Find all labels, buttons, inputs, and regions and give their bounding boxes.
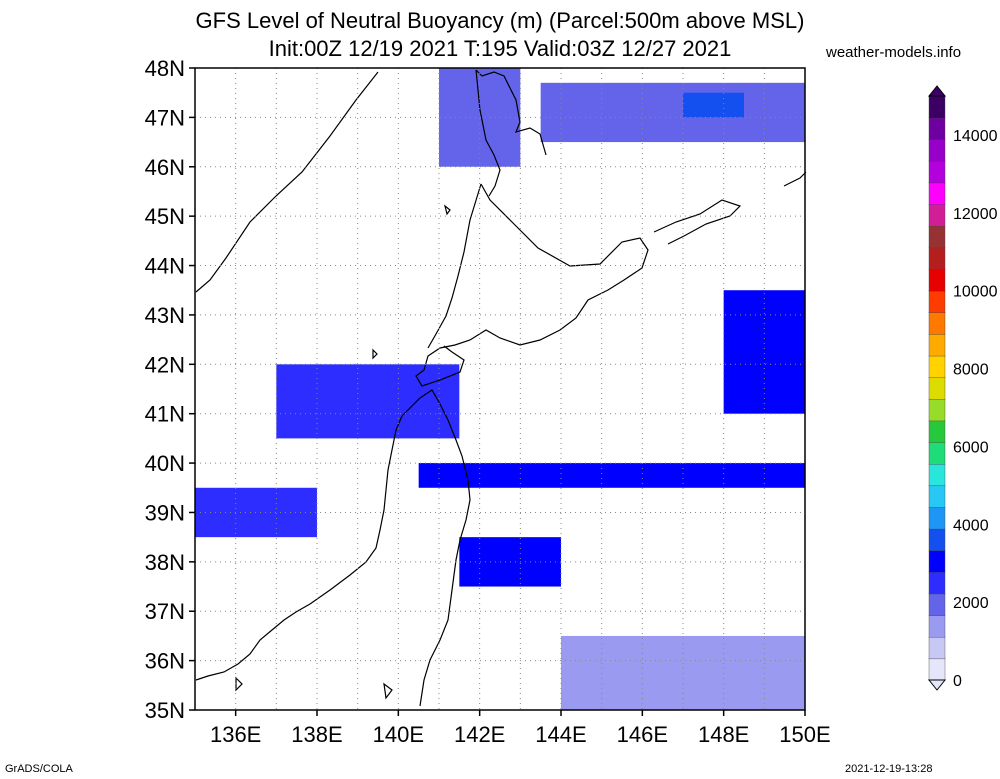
colorbar-label: 12000: [953, 206, 998, 223]
field-region-5: [276, 364, 460, 439]
y-tick-label: 47N: [145, 105, 185, 130]
colorbar-segment: [928, 614, 946, 638]
colorbar-label: 8000: [953, 362, 989, 379]
y-tick-label: 48N: [145, 56, 185, 81]
colorbar-min-arrow: [927, 679, 947, 691]
x-tick-label: 144E: [535, 722, 586, 747]
colorbar-segment: [928, 182, 946, 205]
chart-title: GFS Level of Neutral Buoyancy (m) (Parce…: [195, 8, 805, 33]
y-tick-label: 45N: [145, 204, 185, 229]
y-tick-label: 43N: [145, 303, 185, 328]
x-tick-label: 142E: [454, 722, 505, 747]
x-tick-labels: 136E 138E 140E 142E 144E 146E 148E 150E: [210, 710, 831, 747]
colorbar-segment: [928, 528, 946, 551]
y-tick-label: 46N: [145, 155, 185, 180]
colorbar-segment: [928, 658, 946, 681]
colorbar-segment: [928, 290, 946, 313]
field-region-4: [418, 463, 805, 488]
x-tick-label: 148E: [698, 722, 749, 747]
x-tick-label: 146E: [617, 722, 668, 747]
colorbar-segment: [928, 506, 946, 530]
y-tick-label: 39N: [145, 500, 185, 525]
colorbar-segment: [928, 95, 946, 119]
x-tick-label: 136E: [210, 722, 261, 747]
field-region-2: [683, 92, 744, 118]
y-tick-label: 44N: [145, 254, 185, 279]
colorbar: [927, 85, 947, 691]
field-region-0: [439, 68, 521, 167]
colorbar-segment: [928, 376, 946, 400]
x-tick-label: 140E: [373, 722, 424, 747]
colorbar-segment: [928, 571, 946, 595]
colorbar-labels: 0 2000 4000 6000 8000 10000 12000 14000: [953, 128, 998, 690]
colorbar-max-arrow: [927, 85, 947, 97]
y-tick-labels: 35N 36N 37N 38N 39N 40N 41N 42N 43N 44N 45N 46N 47N 4…: [145, 56, 195, 723]
y-tick-label: 36N: [145, 649, 185, 674]
chart-subtitle: Init:00Z 12/19 2021 T:195 Valid:03Z 12/2…: [268, 36, 732, 61]
colorbar-segment: [928, 160, 946, 184]
colorbar-segment: [928, 225, 946, 249]
colorbar-segment: [928, 420, 946, 443]
colorbar-segment: [928, 333, 946, 357]
colorbar-segment: [928, 355, 946, 378]
colorbar-segment: [928, 441, 946, 465]
colorbar-label: 0: [953, 673, 962, 690]
colorbar-segment: [928, 117, 946, 140]
footer-left: GrADS/COLA: [5, 763, 73, 775]
y-tick-label: 40N: [145, 451, 185, 476]
colorbar-segment: [928, 312, 946, 335]
plot-frame: [194, 67, 806, 711]
field-region-1: [540, 82, 805, 143]
colorbar-label: 4000: [953, 517, 989, 534]
y-tick-label: 42N: [145, 352, 185, 377]
colorbar-segment: [928, 636, 946, 660]
x-tick-label: 138E: [291, 722, 342, 747]
coastline: [195, 69, 807, 707]
y-tick-label: 35N: [145, 698, 185, 723]
y-tick-label: 37N: [145, 599, 185, 624]
colorbar-label: 2000: [953, 595, 989, 612]
colorbar-segment: [928, 550, 946, 573]
field-cells: [195, 68, 805, 710]
brand-label: weather-models.info: [826, 44, 962, 61]
colorbar-segment: [928, 247, 946, 270]
footer-right: 2021-12-19-13:28: [845, 763, 933, 775]
grid-lines: [195, 68, 805, 710]
colorbar-segment: [928, 203, 946, 227]
colorbar-segment: [928, 593, 946, 616]
colorbar-segment: [928, 398, 946, 422]
colorbar-segment: [928, 463, 946, 487]
colorbar-segment: [928, 485, 946, 508]
y-tick-label: 41N: [145, 402, 185, 427]
x-tick-label: 150E: [779, 722, 830, 747]
colorbar-segment: [928, 268, 946, 292]
colorbar-label: 6000: [953, 439, 989, 456]
colorbar-segment: [928, 139, 946, 162]
colorbar-label: 14000: [953, 128, 998, 145]
y-tick-label: 38N: [145, 550, 185, 575]
colorbar-label: 10000: [953, 284, 998, 301]
